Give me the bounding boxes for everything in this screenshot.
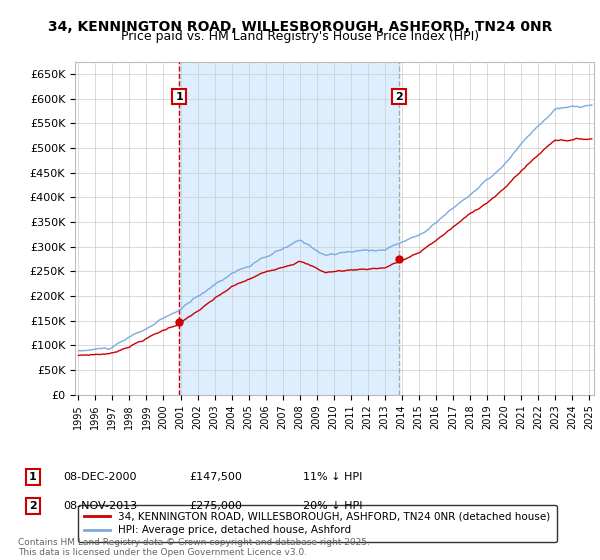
Text: 08-NOV-2013: 08-NOV-2013 xyxy=(63,501,137,511)
Text: 08-DEC-2000: 08-DEC-2000 xyxy=(63,472,137,482)
Text: £275,000: £275,000 xyxy=(189,501,242,511)
Bar xyxy=(179,62,399,395)
Text: 1: 1 xyxy=(29,472,37,482)
Text: 2: 2 xyxy=(29,501,37,511)
Text: £147,500: £147,500 xyxy=(189,472,242,482)
Text: 20% ↓ HPI: 20% ↓ HPI xyxy=(303,501,362,511)
Legend: 34, KENNINGTON ROAD, WILLESBOROUGH, ASHFORD, TN24 0NR (detached house), HPI: Ave: 34, KENNINGTON ROAD, WILLESBOROUGH, ASHF… xyxy=(77,505,557,542)
Text: Price paid vs. HM Land Registry's House Price Index (HPI): Price paid vs. HM Land Registry's House … xyxy=(121,30,479,43)
Text: Contains HM Land Registry data © Crown copyright and database right 2025.
This d: Contains HM Land Registry data © Crown c… xyxy=(18,538,370,557)
Text: 1: 1 xyxy=(175,92,183,101)
Text: 34, KENNINGTON ROAD, WILLESBOROUGH, ASHFORD, TN24 0NR: 34, KENNINGTON ROAD, WILLESBOROUGH, ASHF… xyxy=(48,20,552,34)
Text: 11% ↓ HPI: 11% ↓ HPI xyxy=(303,472,362,482)
Text: 2: 2 xyxy=(395,92,403,101)
